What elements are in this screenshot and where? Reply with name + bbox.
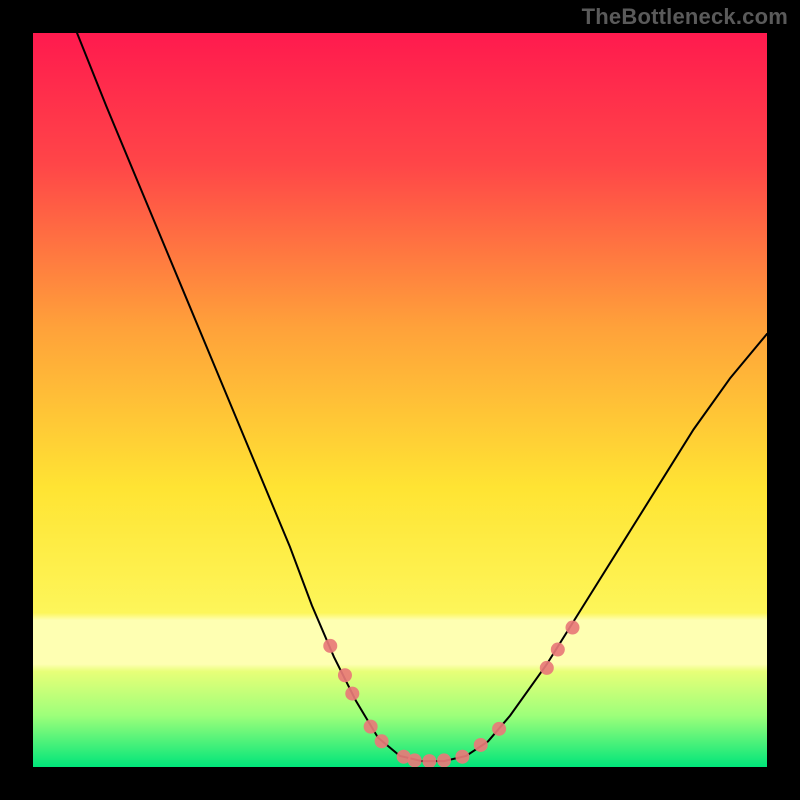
- data-marker: [474, 738, 488, 752]
- watermark-label: TheBottleneck.com: [582, 4, 788, 30]
- bottleneck-curve: [77, 33, 767, 761]
- data-marker: [455, 750, 469, 764]
- plot-svg: [33, 33, 767, 767]
- plot-area: [33, 33, 767, 767]
- data-marker: [408, 753, 422, 767]
- data-marker: [492, 722, 506, 736]
- data-marker: [323, 639, 337, 653]
- data-marker: [565, 621, 579, 635]
- data-marker: [345, 687, 359, 701]
- data-marker: [375, 734, 389, 748]
- data-marker: [551, 643, 565, 657]
- data-marker: [437, 753, 451, 767]
- data-marker: [422, 754, 436, 767]
- data-marker: [338, 668, 352, 682]
- data-marker: [364, 720, 378, 734]
- chart-frame: TheBottleneck.com: [0, 0, 800, 800]
- data-marker: [540, 661, 554, 675]
